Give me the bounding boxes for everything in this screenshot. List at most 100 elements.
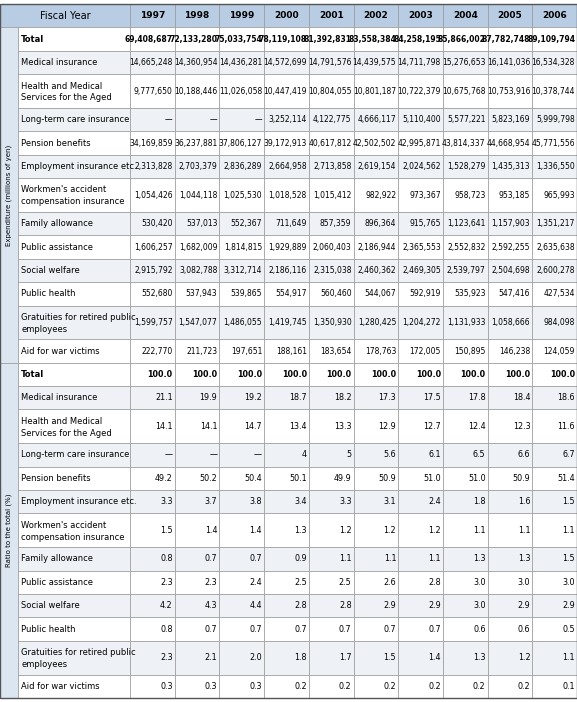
Bar: [443, 443, 488, 467]
Text: 2,539,797: 2,539,797: [447, 266, 486, 275]
Bar: [398, 386, 443, 409]
Text: 3,082,788: 3,082,788: [179, 266, 218, 275]
Bar: [354, 513, 398, 548]
Bar: [398, 131, 443, 154]
Bar: [398, 154, 443, 178]
Text: Workmen's accident: Workmen's accident: [21, 521, 106, 530]
Bar: [264, 178, 309, 212]
Text: Family allowance: Family allowance: [21, 219, 93, 228]
Bar: [175, 305, 219, 339]
Text: 1,015,412: 1,015,412: [313, 190, 351, 199]
Text: 965,993: 965,993: [544, 190, 575, 199]
Text: compensation insurance: compensation insurance: [21, 533, 125, 542]
Bar: [18, 571, 130, 594]
Bar: [130, 178, 175, 212]
Bar: [443, 490, 488, 513]
Text: 49.2: 49.2: [155, 474, 173, 483]
Bar: [354, 212, 398, 235]
Text: Public assistance: Public assistance: [21, 578, 93, 587]
Bar: [130, 443, 175, 467]
Text: 11,026,058: 11,026,058: [219, 86, 262, 95]
Text: 222,770: 222,770: [141, 347, 173, 355]
Text: 0.9: 0.9: [294, 555, 307, 564]
Bar: [488, 571, 533, 594]
Bar: [219, 27, 264, 51]
Text: 2,186,944: 2,186,944: [358, 242, 396, 251]
Bar: [488, 548, 533, 571]
Text: 50.9: 50.9: [512, 474, 530, 483]
Text: 12.4: 12.4: [468, 422, 486, 431]
Bar: [264, 467, 309, 490]
Text: —: —: [254, 451, 262, 460]
Text: 17.3: 17.3: [379, 393, 396, 402]
Text: 5: 5: [346, 451, 351, 460]
Bar: [309, 409, 354, 443]
Bar: [533, 108, 577, 131]
Text: 3.0: 3.0: [473, 578, 486, 587]
Text: 100.0: 100.0: [416, 370, 441, 379]
Bar: [443, 675, 488, 698]
Bar: [18, 282, 130, 305]
Text: 18.2: 18.2: [334, 393, 351, 402]
Bar: [175, 154, 219, 178]
Bar: [219, 513, 264, 548]
Text: 0.7: 0.7: [294, 625, 307, 634]
Bar: [219, 74, 264, 108]
Bar: [219, 641, 264, 675]
Bar: [354, 154, 398, 178]
Text: 3,252,114: 3,252,114: [268, 115, 307, 124]
Bar: [18, 339, 130, 363]
Text: 4.2: 4.2: [160, 601, 173, 610]
Text: 10,801,187: 10,801,187: [353, 86, 396, 95]
Text: Public assistance: Public assistance: [21, 242, 93, 251]
Bar: [130, 131, 175, 154]
Text: 12.9: 12.9: [379, 422, 396, 431]
Bar: [488, 305, 533, 339]
Text: 0.8: 0.8: [160, 625, 173, 634]
Bar: [354, 339, 398, 363]
Text: 3.0: 3.0: [563, 578, 575, 587]
Bar: [488, 154, 533, 178]
Bar: [175, 282, 219, 305]
Bar: [354, 618, 398, 641]
Bar: [219, 235, 264, 259]
Bar: [130, 409, 175, 443]
Text: 1,814,815: 1,814,815: [224, 242, 262, 251]
Bar: [398, 594, 443, 618]
Bar: [175, 212, 219, 235]
Text: 89,109,794: 89,109,794: [527, 34, 575, 44]
Bar: [264, 259, 309, 282]
Bar: [488, 467, 533, 490]
Text: 958,723: 958,723: [454, 190, 486, 199]
Text: 1,606,257: 1,606,257: [134, 242, 173, 251]
Bar: [398, 51, 443, 74]
Bar: [309, 235, 354, 259]
Text: 1.4: 1.4: [205, 526, 218, 535]
Bar: [533, 131, 577, 154]
Bar: [0, 363, 18, 698]
Text: 1,486,055: 1,486,055: [223, 318, 262, 327]
Text: 554,917: 554,917: [275, 289, 307, 298]
Text: 14.1: 14.1: [155, 422, 173, 431]
Bar: [354, 178, 398, 212]
Text: 0.2: 0.2: [428, 682, 441, 691]
Bar: [443, 259, 488, 282]
Text: 1.5: 1.5: [160, 526, 173, 535]
Bar: [443, 235, 488, 259]
Text: 100.0: 100.0: [505, 370, 530, 379]
Text: 2,469,305: 2,469,305: [402, 266, 441, 275]
Text: 69,408,687: 69,408,687: [125, 34, 173, 44]
Text: 1.1: 1.1: [473, 526, 486, 535]
Text: 100.0: 100.0: [148, 370, 173, 379]
Text: 1.1: 1.1: [384, 555, 396, 564]
Text: 75,033,754: 75,033,754: [214, 34, 262, 44]
Bar: [130, 675, 175, 698]
Bar: [219, 386, 264, 409]
Text: 1,682,009: 1,682,009: [179, 242, 218, 251]
Bar: [309, 571, 354, 594]
Text: 2,024,562: 2,024,562: [402, 162, 441, 171]
Bar: [130, 259, 175, 282]
Text: Social welfare: Social welfare: [21, 266, 80, 275]
Bar: [130, 4, 175, 27]
Bar: [398, 641, 443, 675]
